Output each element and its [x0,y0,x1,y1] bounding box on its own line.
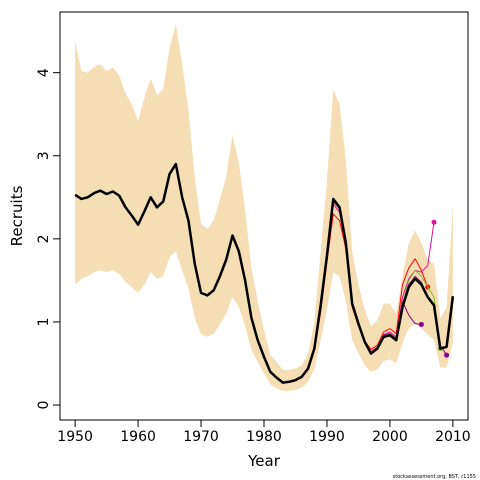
y-axis-title: Recruits [8,185,26,246]
confidence-band [75,24,453,391]
x-tick-label: 2000 [372,429,408,445]
y-tick-label: 4 [36,68,52,77]
plot-area [74,24,455,391]
end-marker [431,219,437,225]
estimate-line [74,162,455,384]
x-tick-label: 2010 [435,429,471,445]
footnote: stockassessment.org, BST, r1155 [393,474,476,480]
end-marker [444,352,450,358]
y-tick-label: 2 [36,234,52,243]
retro-line [313,213,429,351]
x-axis-title: Year [247,452,281,470]
y-tick-label: 1 [36,317,52,326]
end-marker [418,321,424,327]
x-tick-label: 1950 [57,429,93,445]
y-tick-label: 0 [36,401,52,410]
y-tick-label: 3 [36,151,52,160]
x-tick-label: 1970 [183,429,219,445]
x-tick-label: 1980 [246,429,282,445]
x-tick-label: 1990 [309,429,345,445]
x-tick-label: 1960 [120,429,156,445]
